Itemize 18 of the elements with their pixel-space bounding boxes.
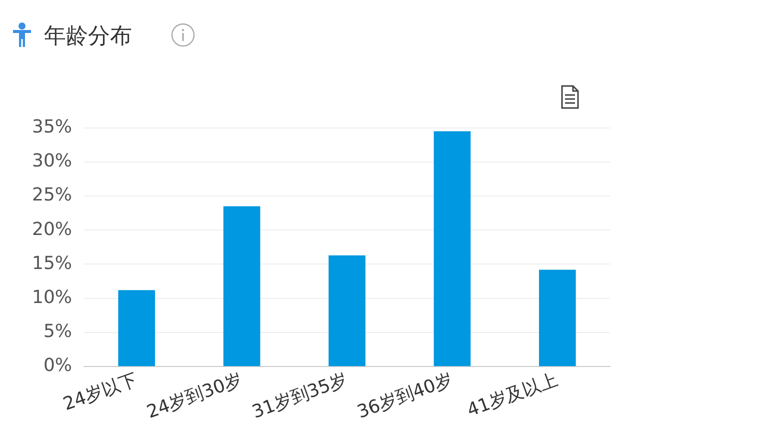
y-tick-label: 5% bbox=[43, 321, 72, 342]
x-tick-label: 36岁到40岁 bbox=[354, 369, 456, 423]
y-tick-label: 35% bbox=[32, 116, 72, 138]
x-tick-label: 41岁及以上 bbox=[464, 369, 561, 422]
y-tick-label: 25% bbox=[32, 184, 72, 206]
y-tick-label: 15% bbox=[32, 252, 72, 274]
bar bbox=[538, 270, 576, 366]
chart-title: 年龄分布 bbox=[44, 23, 132, 51]
bar bbox=[434, 131, 471, 366]
y-tick-label: 10% bbox=[32, 287, 72, 308]
x-tick-label: 31岁到35岁 bbox=[249, 369, 350, 423]
bar bbox=[328, 255, 366, 366]
y-tick-label: 20% bbox=[32, 218, 72, 240]
y-tick-label: 0% bbox=[43, 355, 72, 376]
bar bbox=[223, 206, 260, 366]
y-tick-label: 30% bbox=[32, 150, 72, 172]
x-tick-label: 24岁到30岁 bbox=[144, 369, 246, 423]
bar bbox=[118, 290, 156, 366]
